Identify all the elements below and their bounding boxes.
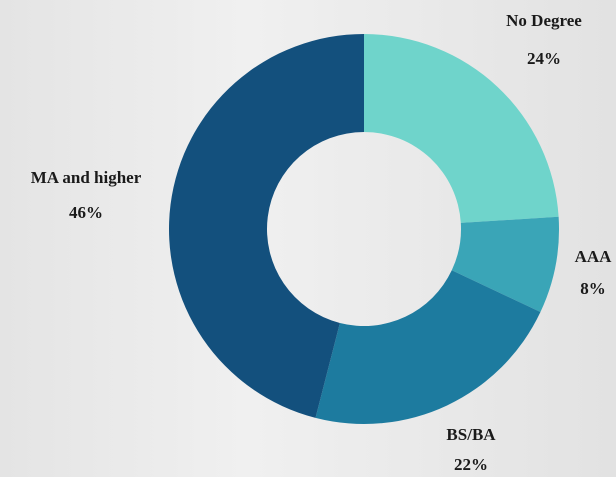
chart: No Degree 24% AAA 8% BS/BA 22% MA and higher 46… — [0, 0, 616, 477]
slice-value-label: 8% — [580, 279, 606, 298]
slice-value-label: 46% — [69, 203, 103, 222]
slice-label: MA and higher — [31, 168, 142, 187]
slice-label: AAA — [575, 247, 613, 266]
slice-value-label: 22% — [454, 455, 488, 474]
slice-label: BS/BA — [446, 425, 496, 444]
slice-label: No Degree — [506, 11, 582, 30]
slice-value-label: 24% — [527, 49, 561, 68]
